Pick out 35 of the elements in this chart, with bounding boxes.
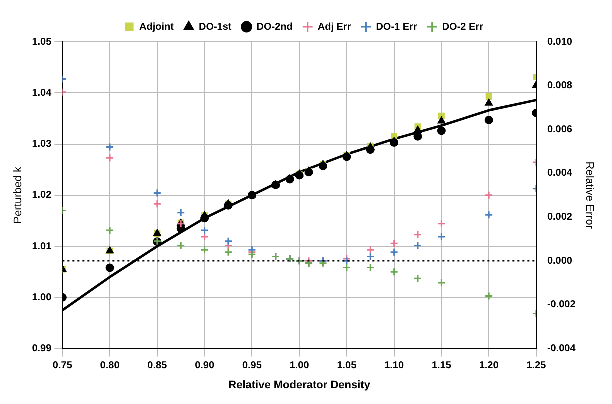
y-tick-label: 1.02 <box>32 190 52 202</box>
x-tick-label: 1.10 <box>384 360 404 372</box>
legend-label: DO-1 Err <box>376 22 418 33</box>
y-tick-label: 1.04 <box>32 88 52 99</box>
legend-label: DO-1st <box>198 22 232 33</box>
y-tick-label: 1.03 <box>32 139 52 150</box>
x-tick-label: 1.05 <box>337 360 358 372</box>
x-tick-label: 0.75 <box>52 360 73 372</box>
x-tick-label: 0.95 <box>242 360 262 372</box>
x-tick-label: 1.00 <box>290 360 310 372</box>
y2-tick-label: 0.000 <box>547 256 573 267</box>
y2-tick-label: 0.004 <box>547 168 573 180</box>
y2-tick-label: 0.008 <box>547 80 573 92</box>
y2-axis-title: Relative Error <box>583 162 596 230</box>
legend-label: Adjoint <box>140 22 175 33</box>
y2-tick-label: 0.006 <box>547 124 573 136</box>
y2-tick-label: 0.002 <box>547 212 573 224</box>
y2-tick-label: 0.010 <box>547 36 573 48</box>
x-tick-label: 1.20 <box>479 360 500 372</box>
y-tick-label: 0.99 <box>32 344 52 355</box>
y-tick-label: 1.00 <box>32 292 52 304</box>
legend-label: DO-2nd <box>256 22 293 33</box>
y-tick-label: 1.01 <box>32 241 52 252</box>
x-tick-label: 1.15 <box>432 360 452 372</box>
y2-tick-label: -0.002 <box>547 300 576 311</box>
legend-label: DO-2 Err <box>442 22 484 33</box>
x-tick-label: 0.85 <box>148 360 168 372</box>
legend-label: Adj Err <box>318 22 352 33</box>
y-tick-label: 1.05 <box>32 36 52 48</box>
y-axis-title: Perturbed k <box>12 166 25 224</box>
y2-tick-label: -0.004 <box>547 344 576 355</box>
x-tick-label: 0.80 <box>100 360 120 372</box>
x-tick-label: 1.25 <box>526 360 547 372</box>
x-axis-title: Relative Moderator Density <box>228 379 372 392</box>
x-tick-label: 0.90 <box>195 360 215 372</box>
